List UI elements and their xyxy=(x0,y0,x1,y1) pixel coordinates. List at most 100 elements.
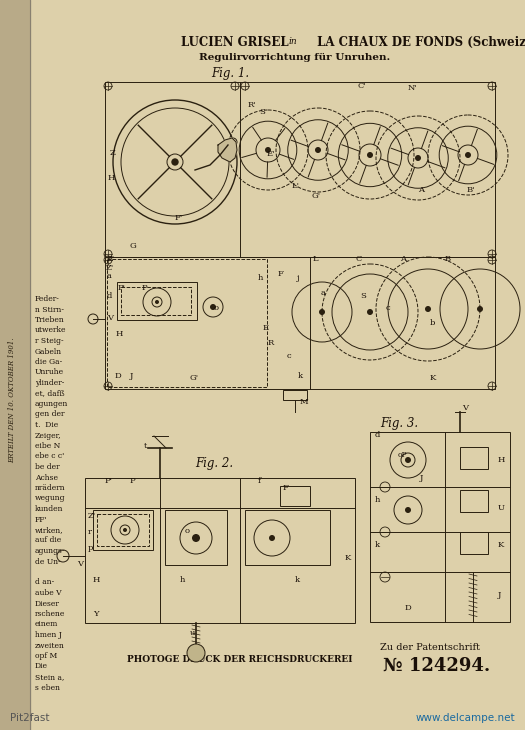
Circle shape xyxy=(405,457,411,463)
Text: Fig. 1.: Fig. 1. xyxy=(211,67,249,80)
Text: LUCIEN GRISEL: LUCIEN GRISEL xyxy=(181,36,293,48)
Text: C: C xyxy=(356,255,362,263)
Bar xyxy=(165,510,227,565)
Text: K: K xyxy=(430,374,436,382)
Text: Zeiger,: Zeiger, xyxy=(35,431,61,439)
Text: R: R xyxy=(268,339,274,347)
Text: Z': Z' xyxy=(88,512,96,520)
Text: LA CHAUX DE FONDS (Schweiz).: LA CHAUX DE FONDS (Schweiz). xyxy=(313,36,525,48)
Bar xyxy=(283,390,307,400)
Text: nrädern: nrädern xyxy=(35,484,66,492)
Circle shape xyxy=(405,507,411,513)
Text: Trieben: Trieben xyxy=(35,316,65,324)
Circle shape xyxy=(315,147,321,153)
Text: wegung: wegung xyxy=(35,494,66,502)
Text: A: A xyxy=(400,255,406,263)
Text: E': E' xyxy=(267,150,276,158)
Text: Pit2fast: Pit2fast xyxy=(10,713,49,723)
Text: d: d xyxy=(375,431,381,439)
Bar xyxy=(97,514,149,546)
Text: F': F' xyxy=(175,214,183,222)
Text: agungen: agungen xyxy=(35,400,68,408)
Bar xyxy=(105,82,495,257)
Text: Z': Z' xyxy=(106,264,114,272)
Text: zweiten: zweiten xyxy=(35,642,65,650)
Bar xyxy=(117,282,197,320)
Text: Fig. 2.: Fig. 2. xyxy=(195,458,233,471)
Text: ebe c c': ebe c c' xyxy=(35,453,64,461)
Text: Gabeln: Gabeln xyxy=(35,347,62,356)
Text: № 124294.: № 124294. xyxy=(383,657,491,675)
Text: Stein a,: Stein a, xyxy=(35,673,65,681)
Circle shape xyxy=(155,300,159,304)
Text: u: u xyxy=(190,629,195,637)
Text: G': G' xyxy=(312,192,321,200)
Text: P': P' xyxy=(105,477,113,485)
Circle shape xyxy=(172,159,178,165)
Bar xyxy=(121,287,191,315)
Circle shape xyxy=(367,152,373,158)
Text: J: J xyxy=(130,372,133,380)
Text: t.  Die: t. Die xyxy=(35,421,58,429)
Text: d: d xyxy=(107,292,112,300)
Bar xyxy=(370,432,510,622)
Text: k: k xyxy=(298,372,303,380)
Text: einem: einem xyxy=(35,620,58,629)
Text: V: V xyxy=(462,404,468,412)
Circle shape xyxy=(477,306,483,312)
Text: L': L' xyxy=(292,182,300,190)
Circle shape xyxy=(123,528,127,532)
Text: r Steig-: r Steig- xyxy=(35,337,64,345)
Text: eibe N: eibe N xyxy=(35,442,60,450)
Circle shape xyxy=(367,309,373,315)
Text: c: c xyxy=(386,304,391,312)
Circle shape xyxy=(465,152,471,158)
Circle shape xyxy=(265,147,271,153)
Text: P': P' xyxy=(118,284,126,292)
Text: C': C' xyxy=(358,82,367,90)
Text: ylinder-: ylinder- xyxy=(35,379,65,387)
Text: hmen J: hmen J xyxy=(35,631,62,639)
Text: G: G xyxy=(130,242,136,250)
Text: o: o xyxy=(185,527,190,535)
Text: b: b xyxy=(430,319,435,327)
Text: www.delcampe.net: www.delcampe.net xyxy=(415,713,515,723)
Text: be der: be der xyxy=(35,463,60,471)
Text: p': p' xyxy=(88,544,96,552)
Circle shape xyxy=(187,644,205,662)
Text: h: h xyxy=(375,496,381,504)
Text: f: f xyxy=(258,477,261,485)
Text: Fig. 3.: Fig. 3. xyxy=(380,418,418,431)
Bar xyxy=(280,486,310,506)
Text: n Stirn-: n Stirn- xyxy=(35,305,64,313)
Text: kunden: kunden xyxy=(35,505,64,513)
Text: k: k xyxy=(295,576,300,584)
Text: E: E xyxy=(263,324,269,332)
Text: D: D xyxy=(405,604,412,612)
Text: k: k xyxy=(375,541,380,549)
Text: N': N' xyxy=(408,84,418,92)
Text: gen der: gen der xyxy=(35,410,65,418)
Text: V: V xyxy=(107,314,113,322)
Circle shape xyxy=(192,534,200,542)
Text: aube V: aube V xyxy=(35,589,61,597)
Bar xyxy=(460,490,488,512)
Text: opf M: opf M xyxy=(35,652,57,660)
Text: H: H xyxy=(93,576,100,584)
Text: Z: Z xyxy=(110,149,116,157)
Text: h: h xyxy=(180,576,185,584)
Text: wirken,: wirken, xyxy=(35,526,64,534)
Text: F: F xyxy=(278,270,284,278)
Text: Achse: Achse xyxy=(35,474,58,482)
Bar xyxy=(107,259,267,387)
Text: Die: Die xyxy=(35,663,48,670)
Text: R': R' xyxy=(248,101,257,109)
Text: A: A xyxy=(418,186,424,194)
Text: d an-: d an- xyxy=(35,578,54,586)
Text: die Ga-: die Ga- xyxy=(35,358,62,366)
Text: P: P xyxy=(142,284,148,292)
Text: F: F xyxy=(283,484,289,492)
Circle shape xyxy=(210,304,216,310)
Text: M: M xyxy=(300,398,309,406)
Circle shape xyxy=(319,309,325,315)
